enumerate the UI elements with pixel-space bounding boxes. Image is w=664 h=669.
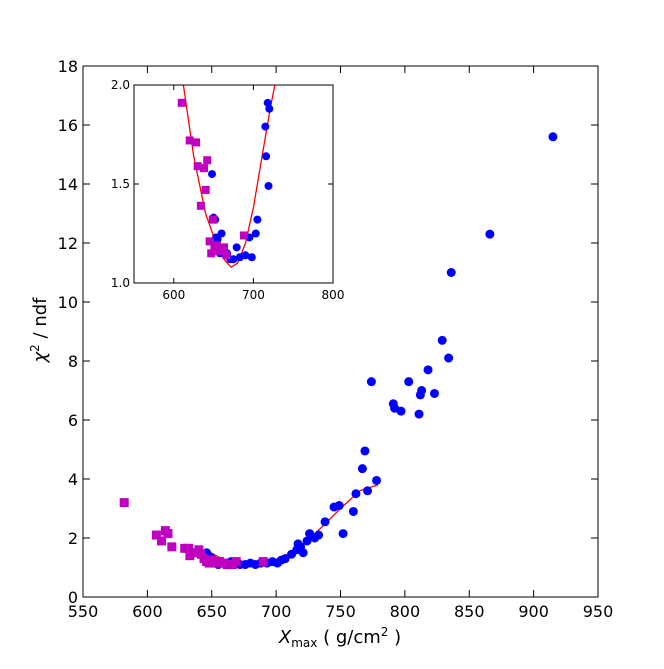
y-tick-label: 12 [58,234,78,253]
x-tick-label: 900 [518,602,549,621]
data-point-circle [320,517,330,527]
data-point-circle [357,464,367,474]
data-point-square [167,542,177,552]
data-point-circle [415,390,425,400]
inset-plot-area [177,85,276,269]
data-point-circle [334,501,344,511]
y-tick-label: 18 [58,57,78,76]
y-tick-label: 1.5 [111,177,130,191]
x-tick-label: 600 [162,288,185,302]
data-point-square [205,237,214,246]
x-tick-label: 600 [132,602,163,621]
data-point-square [151,530,161,540]
data-point-circle [396,406,406,416]
data-point-square [185,136,194,145]
data-point-square [219,243,228,252]
data-point-square [222,560,232,570]
data-point-circle [414,409,424,419]
data-point-circle [208,170,217,179]
main-plot-area [119,132,558,570]
data-point-circle [363,486,373,496]
x-tick-label: 700 [242,288,265,302]
data-point-square [222,251,231,260]
data-point-square [258,557,268,567]
data-point-circle [423,365,433,375]
x-tick-label: 750 [325,602,356,621]
data-point-circle [229,255,238,264]
data-point-circle [298,548,308,558]
y-tick-label: 0 [68,588,78,607]
y-tick-label: 2 [68,529,78,548]
data-point-circle [241,251,250,260]
data-point-circle [446,268,456,277]
data-point-circle [261,122,270,131]
data-point-circle [217,229,226,238]
data-point-circle [314,530,324,540]
data-point-square [231,557,241,567]
y-tick-label: 14 [58,175,78,194]
x-tick-label: 800 [322,288,345,302]
x-tick-label: 950 [583,602,614,621]
y-tick-label: 2.0 [111,78,130,92]
data-point-circle [338,529,348,539]
y-tick-label: 4 [68,470,78,489]
data-point-circle [262,152,271,161]
data-point-circle [348,506,358,516]
data-point-square [196,201,205,210]
data-point-circle [366,377,376,387]
data-point-square [212,241,221,250]
data-point-circle [264,181,273,190]
x-tick-label: 850 [454,602,485,621]
inset-plot-panel: 600 700 800 1.0 1.5 2.0 [111,78,345,302]
data-point-circle [265,104,274,113]
x-axis-label: Xmax ( g/cm2 ) [278,625,401,650]
x-tick-label: 650 [196,602,227,621]
y-tick-label: 10 [58,293,78,312]
data-point-square [119,498,129,508]
data-point-circle [485,229,495,239]
data-point-square [163,529,173,539]
x-tick-label: 800 [390,602,421,621]
data-point-square [192,138,201,147]
data-point-circle [247,253,256,262]
data-point-circle [253,215,262,224]
data-point-square [201,185,210,194]
data-point-square [189,548,199,558]
data-point-circle [437,335,447,345]
data-point-circle [372,475,382,485]
data-point-circle [280,554,290,564]
x-tick-label: 550 [68,602,99,621]
data-point-square [184,543,194,553]
data-point-square [193,162,202,171]
data-point-square [157,536,167,546]
x-tick-label: 700 [261,602,292,621]
data-point-square [208,215,217,224]
y-tick-label: 16 [58,116,78,135]
data-point-square [177,98,186,107]
data-point-circle [548,132,558,142]
data-point-circle [444,353,454,363]
data-point-square [239,231,248,240]
y-tick-label: 6 [68,411,78,430]
data-point-square [200,164,209,173]
data-point-circle [251,229,260,238]
data-point-circle [302,536,312,546]
data-point-circle [232,243,241,252]
data-point-circle [351,489,361,499]
main-plot-panel: 550 600 650 700 750 800 850 900 950 0 2 4 6 8 10 12 14 16… [58,57,614,621]
data-point-circle [360,446,370,456]
inset-background [134,85,333,283]
data-point-circle [404,377,414,387]
data-point-square [207,249,216,258]
y-tick-label: 1.0 [111,276,130,290]
y-tick-label: 8 [68,352,78,371]
y-axis-label: χ2 / ndf [28,297,51,364]
data-point-circle [429,388,439,398]
axis-labels: Xmax ( g/cm2 ) χ2 / ndf [28,297,401,650]
data-point-square [203,156,212,165]
